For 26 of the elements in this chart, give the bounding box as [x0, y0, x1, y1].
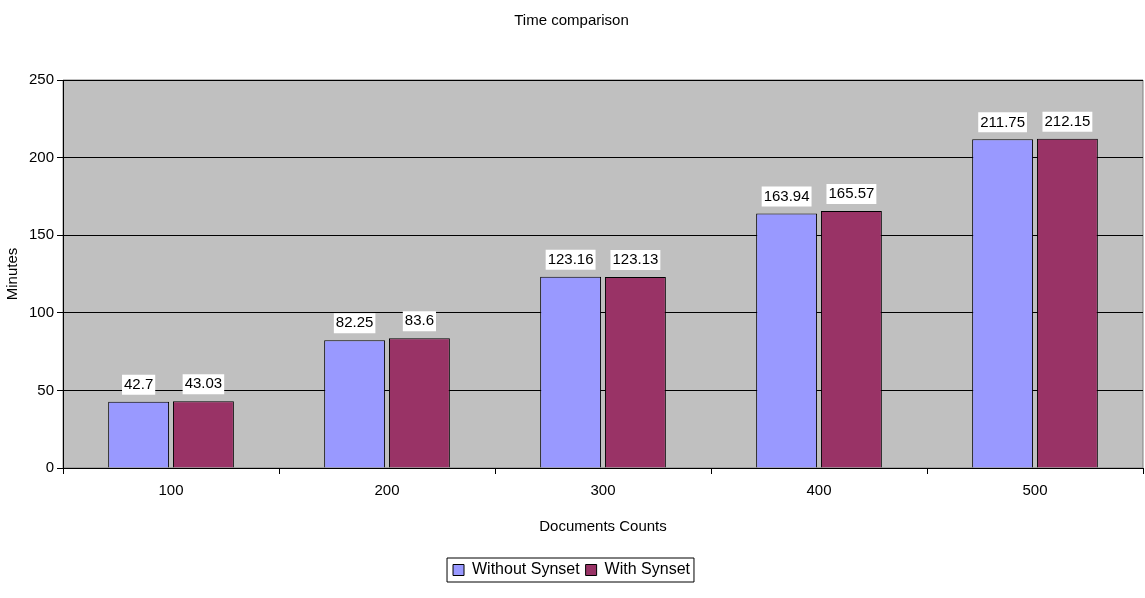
- y-tick-label: 200: [29, 147, 55, 165]
- data-label: 123.16: [547, 250, 594, 267]
- chart-title: Time comparison: [514, 11, 629, 29]
- x-tick-label: 500: [1022, 481, 1048, 499]
- data-label: 163.94: [763, 186, 810, 204]
- data-label: 42.7: [124, 374, 154, 392]
- y-axis-title: Minutes: [3, 247, 21, 301]
- legend-label: With Synset: [604, 560, 691, 578]
- x-tick-label: 100: [158, 481, 184, 499]
- y-tick-label: 250: [29, 70, 55, 88]
- y-tick-label: 50: [37, 380, 55, 398]
- x-axis-title: Documents Counts: [539, 517, 667, 535]
- y-tick-label: 100: [29, 302, 55, 320]
- x-tick-label: 200: [374, 481, 400, 499]
- data-label: 212.15: [1044, 111, 1091, 129]
- legend-label: Without Synset: [472, 560, 581, 578]
- data-label: 83.6: [404, 311, 435, 329]
- data-label: 123.13: [612, 250, 659, 268]
- data-label: 211.75: [980, 112, 1025, 130]
- y-tick-label: 0: [45, 458, 55, 476]
- y-tick-label: 150: [29, 225, 55, 243]
- x-tick-label: 300: [590, 481, 616, 499]
- data-label: 165.57: [828, 184, 875, 202]
- data-label: 82.25: [335, 313, 374, 331]
- x-tick-label: 400: [806, 481, 832, 499]
- data-label: 43.03: [184, 374, 223, 392]
